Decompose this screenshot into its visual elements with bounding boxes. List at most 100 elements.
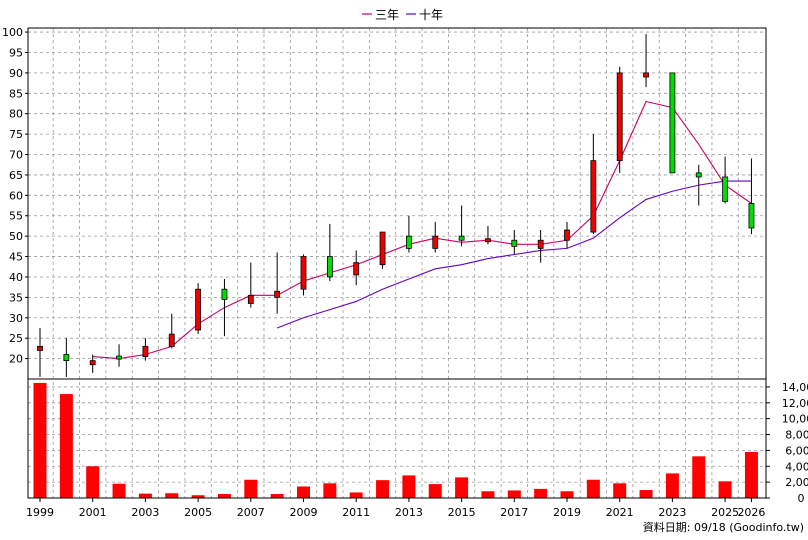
volume-tick-label: 10,000 bbox=[782, 413, 808, 426]
volume-bar bbox=[59, 394, 73, 498]
volume-bar bbox=[138, 493, 152, 498]
candle-body bbox=[669, 72, 676, 174]
price-tick-label: 70 bbox=[9, 149, 23, 162]
year-tick-label: 2015 bbox=[448, 506, 476, 519]
year-tick-label: 2005 bbox=[184, 506, 212, 519]
three-year-average-line bbox=[92, 100, 752, 360]
price-candles bbox=[37, 34, 755, 377]
price-tick-label: 45 bbox=[9, 251, 23, 264]
year-tick-label: 2017 bbox=[500, 506, 528, 519]
volume-tick-label: 12,000 bbox=[782, 397, 808, 410]
volume-bar bbox=[455, 477, 469, 498]
volume-bar bbox=[217, 494, 231, 498]
candle-body bbox=[142, 345, 149, 357]
volume-bar bbox=[270, 494, 284, 498]
candle-body bbox=[116, 355, 122, 360]
chart-legend: 三年 十年 bbox=[362, 8, 443, 22]
year-tick-label: 2025 bbox=[711, 506, 739, 519]
volume-bar bbox=[191, 495, 205, 498]
volume-bar bbox=[613, 483, 627, 498]
year-tick-label: 2026 bbox=[737, 506, 765, 519]
candle-body bbox=[353, 262, 360, 276]
volume-bar bbox=[718, 481, 732, 498]
candle-body bbox=[379, 231, 386, 266]
volume-bar bbox=[428, 484, 442, 498]
volume-bar bbox=[586, 479, 600, 498]
data-date-note: 資料日期: 09/18 (Goodinfo.tw) bbox=[643, 520, 804, 534]
price-tick-label: 35 bbox=[9, 291, 23, 304]
price-tick-label: 100 bbox=[2, 26, 23, 39]
year-tick-label: 2007 bbox=[237, 506, 265, 519]
volume-bars bbox=[33, 382, 758, 498]
price-tick-label: 90 bbox=[9, 67, 23, 80]
candle-body bbox=[326, 256, 333, 278]
candle-body bbox=[537, 239, 544, 249]
volume-bar bbox=[86, 466, 100, 498]
volume-bar bbox=[349, 492, 363, 498]
volume-bar bbox=[639, 490, 653, 498]
candle-body bbox=[722, 176, 728, 202]
volume-bar bbox=[112, 483, 126, 498]
volume-bar bbox=[165, 493, 179, 498]
candle-body bbox=[63, 354, 70, 362]
volume-axis-ticks: 0 2,000 4,000 6,000 8,000 10,000 12,000 14,000 bbox=[766, 381, 808, 505]
candle-body bbox=[89, 360, 96, 366]
volume-tick-label: 6,000 bbox=[785, 444, 808, 457]
price-tick-label: 95 bbox=[9, 46, 23, 59]
legend-label-three-year: 三年 bbox=[375, 8, 399, 22]
year-tick-label: 2011 bbox=[342, 506, 370, 519]
candle-body bbox=[695, 172, 702, 178]
candle-body bbox=[37, 345, 43, 351]
volume-tick-label: 0 bbox=[798, 492, 805, 505]
year-tick-label: 2001 bbox=[79, 506, 107, 519]
volume-bar bbox=[560, 491, 574, 498]
price-tick-label: 20 bbox=[9, 353, 23, 366]
year-axis-ticks: 1999 2001 2003 2005 2007 2009 2011 2013 2015 2017… bbox=[26, 498, 765, 519]
year-tick-label: 2009 bbox=[290, 506, 318, 519]
candle-body bbox=[485, 238, 491, 243]
price-tick-label: 25 bbox=[9, 332, 23, 345]
volume-bar bbox=[507, 490, 521, 498]
volume-bar bbox=[534, 488, 548, 498]
volume-tick-label: 14,000 bbox=[782, 381, 808, 394]
year-tick-label: 1999 bbox=[26, 506, 54, 519]
year-tick-label: 2013 bbox=[395, 506, 423, 519]
volume-bar bbox=[402, 475, 416, 498]
price-tick-label: 60 bbox=[9, 189, 23, 202]
candle-body bbox=[247, 294, 254, 304]
volume-bar bbox=[692, 456, 706, 498]
candle-body bbox=[221, 288, 228, 300]
price-tick-label: 30 bbox=[9, 312, 23, 325]
price-tick-label: 55 bbox=[9, 210, 23, 223]
candle-body bbox=[616, 72, 623, 162]
volume-tick-label: 8,000 bbox=[785, 429, 808, 442]
candle-body bbox=[511, 239, 518, 247]
candle-body bbox=[300, 256, 307, 290]
price-tick-label: 65 bbox=[9, 169, 23, 182]
price-tick-label: 40 bbox=[9, 271, 23, 284]
candle-body bbox=[274, 290, 281, 298]
candle-body bbox=[590, 160, 597, 233]
volume-bar bbox=[297, 486, 310, 498]
volume-bar bbox=[665, 473, 679, 498]
legend-label-ten-year: 十年 bbox=[419, 8, 443, 22]
candle-body bbox=[458, 235, 465, 241]
candle-body bbox=[643, 72, 649, 78]
volume-bar bbox=[33, 382, 47, 498]
year-tick-label: 2023 bbox=[658, 506, 686, 519]
volume-bar bbox=[244, 479, 258, 498]
moving-average-lines bbox=[92, 100, 752, 360]
volume-panel-frame bbox=[27, 378, 767, 499]
year-tick-label: 2019 bbox=[553, 506, 581, 519]
candle-body bbox=[405, 235, 412, 249]
volume-tick-label: 4,000 bbox=[785, 460, 808, 473]
year-tick-label: 2021 bbox=[606, 506, 634, 519]
price-axis-ticks: 20 25 30 35 40 45 50 55 60 65 70 75 80 85 90 95 100 bbox=[2, 26, 28, 366]
grid-lines bbox=[28, 28, 766, 498]
price-tick-label: 85 bbox=[9, 87, 23, 100]
price-panel-frame bbox=[27, 27, 767, 380]
candle-body bbox=[748, 203, 755, 229]
candle-body bbox=[195, 288, 202, 331]
candle-body bbox=[168, 333, 175, 347]
volume-bar bbox=[323, 483, 337, 498]
